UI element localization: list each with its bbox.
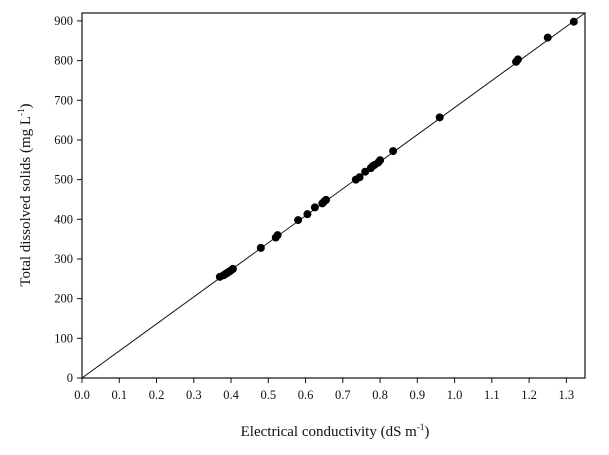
x-tick-label: 1.1 <box>484 388 500 402</box>
data-point <box>256 243 265 252</box>
x-tick-label: 1.2 <box>521 388 537 402</box>
y-tick-label: 500 <box>54 173 73 187</box>
x-tick-label: 0.7 <box>335 388 351 402</box>
x-tick-label: 0.8 <box>372 388 388 402</box>
data-point <box>543 33 552 42</box>
x-tick-label: 0.4 <box>223 388 239 402</box>
data-point <box>322 195 331 204</box>
data-point <box>389 147 398 156</box>
y-tick-label: 300 <box>54 252 73 266</box>
x-tick-label: 0.3 <box>186 388 202 402</box>
x-tick-label: 0.9 <box>410 388 426 402</box>
data-point <box>273 231 282 240</box>
y-tick-label: 800 <box>54 54 73 68</box>
data-point <box>310 203 319 212</box>
data-point <box>513 55 522 64</box>
x-tick-label: 0.2 <box>149 388 165 402</box>
data-point <box>435 113 444 122</box>
y-tick-label: 600 <box>54 133 73 147</box>
data-point <box>569 17 578 26</box>
data-point <box>294 216 303 225</box>
y-tick-label: 700 <box>54 93 73 107</box>
data-point <box>303 210 312 219</box>
x-tick-label: 1.3 <box>559 388 575 402</box>
y-tick-label: 100 <box>54 331 73 345</box>
y-tick-label: 0 <box>67 371 73 385</box>
y-tick-label: 200 <box>54 292 73 306</box>
x-tick-label: 0.0 <box>74 388 90 402</box>
x-tick-label: 1.0 <box>447 388 463 402</box>
x-tick-label: 0.5 <box>260 388 276 402</box>
x-tick-label: 0.6 <box>298 388 314 402</box>
y-tick-label: 400 <box>54 212 73 226</box>
y-axis-label: Total dissolved solids (mg L-1) <box>16 103 34 286</box>
data-point <box>355 173 364 182</box>
regression-line <box>81 12 586 379</box>
plot-frame <box>81 12 586 379</box>
y-tick-label: 900 <box>54 14 73 28</box>
data-point <box>228 264 237 273</box>
x-tick-label: 0.1 <box>111 388 127 402</box>
data-point <box>376 156 385 165</box>
x-axis-label: Electrical conductivity (dS m-1) <box>241 422 430 440</box>
